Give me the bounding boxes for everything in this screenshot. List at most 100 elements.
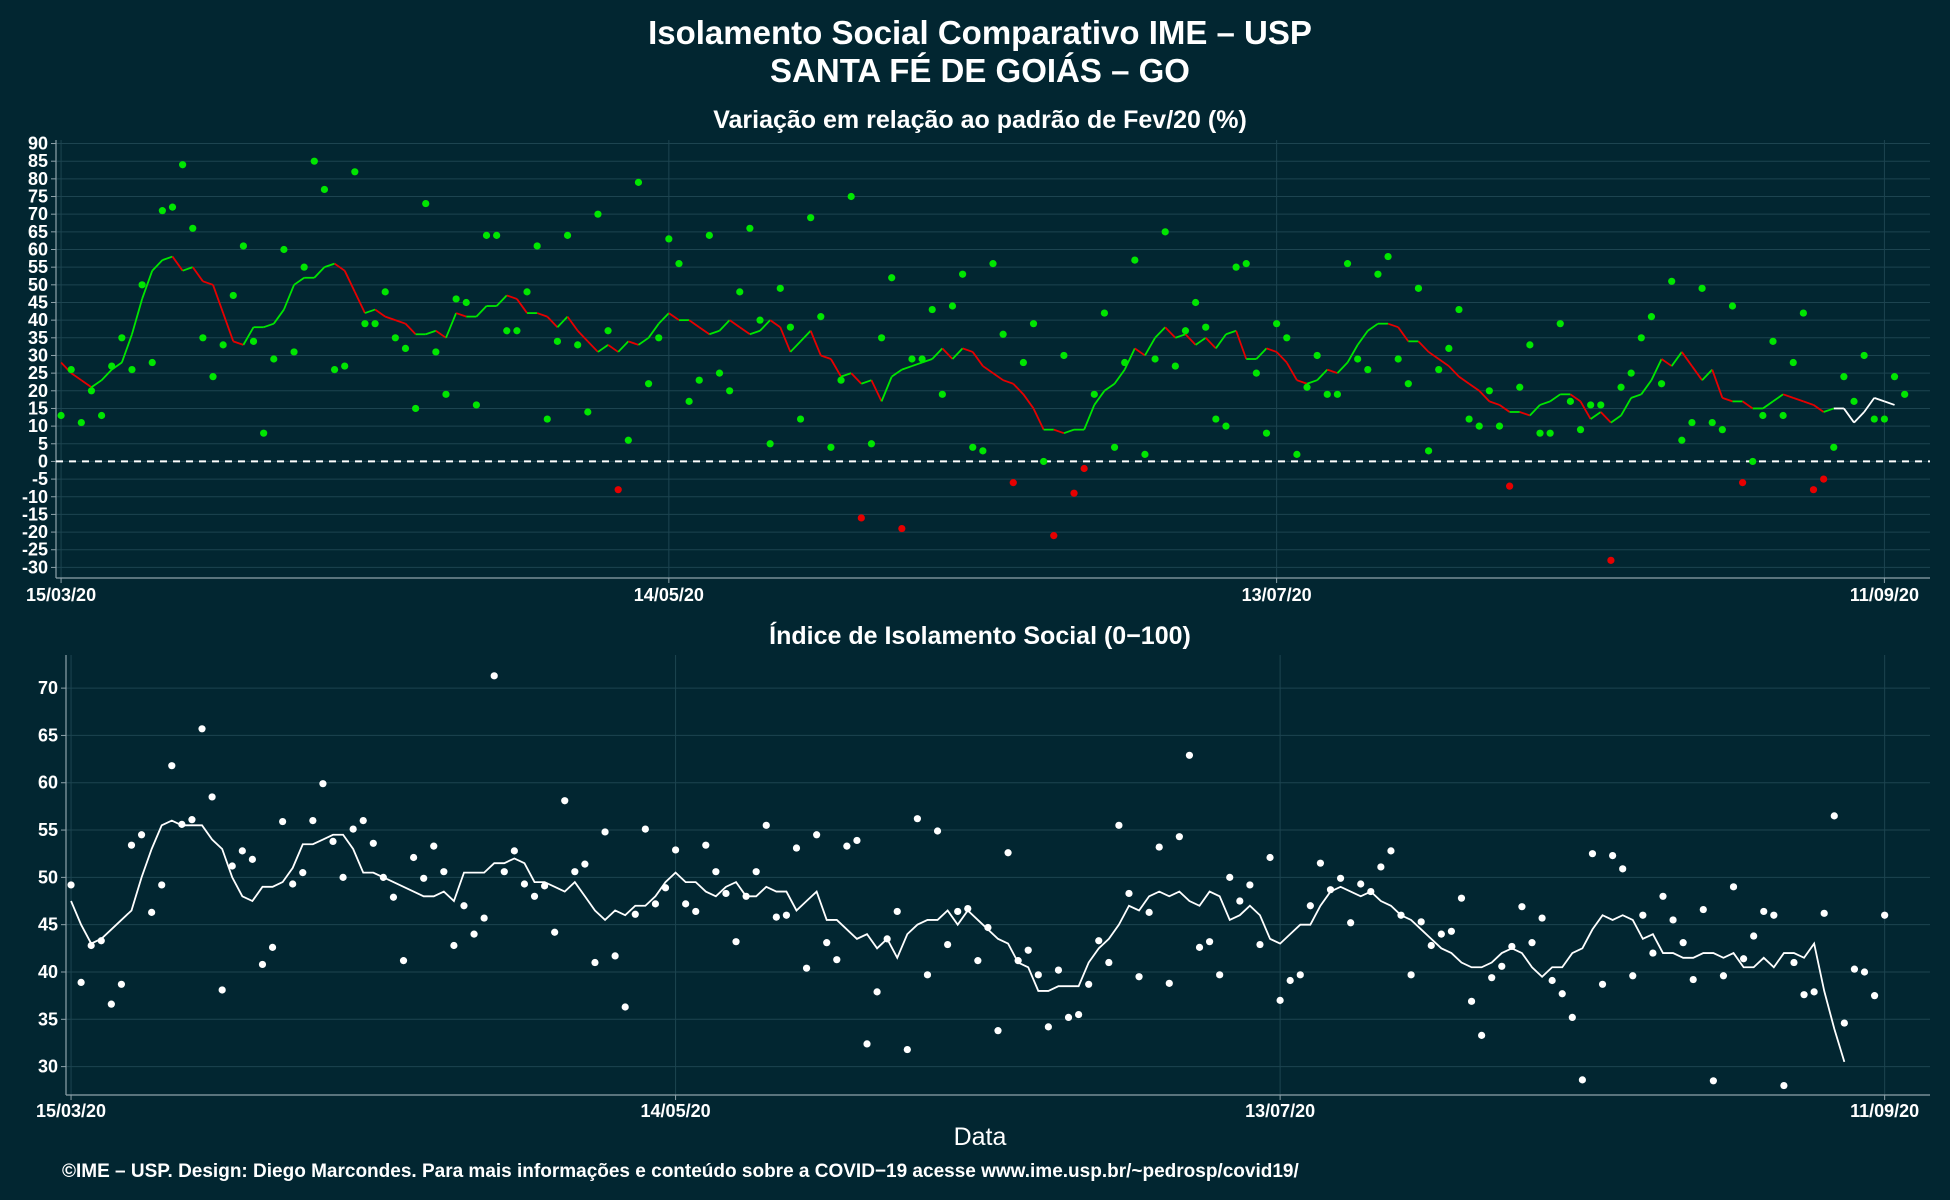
data-point <box>329 837 337 846</box>
moving-average-segment <box>1428 351 1440 360</box>
y-tick-label: -5 <box>32 469 48 489</box>
y-tick-label: 15 <box>28 398 48 418</box>
data-point <box>913 815 921 823</box>
moving-average-segment <box>1853 411 1865 424</box>
data-point <box>1131 256 1139 264</box>
moving-average-segment <box>1762 400 1774 410</box>
data-point <box>883 935 891 943</box>
moving-average-segment <box>222 312 235 342</box>
moving-average-segment <box>1711 369 1724 399</box>
data-point <box>563 231 572 239</box>
data-point <box>270 355 278 363</box>
moving-average-segment <box>870 379 883 402</box>
data-point <box>168 203 177 211</box>
data-point <box>1465 415 1473 423</box>
moving-average-segment <box>1701 368 1713 381</box>
data-point <box>1566 397 1574 405</box>
y-tick-label: -20 <box>22 522 48 542</box>
data-point <box>1306 902 1314 910</box>
y-tick-label: 85 <box>28 151 48 171</box>
moving-average-segment <box>698 326 710 336</box>
data-point <box>1044 1023 1052 1031</box>
data-point <box>1075 1010 1083 1019</box>
moving-average-segment <box>384 315 396 321</box>
moving-average-segment <box>941 347 954 360</box>
moving-average-segment <box>1195 337 1207 346</box>
moving-average-segment <box>1346 344 1359 363</box>
data-point <box>381 288 389 296</box>
data-point <box>813 831 821 839</box>
moving-average-segment <box>1803 400 1814 406</box>
moving-average-segment <box>972 351 984 367</box>
data-point <box>530 892 539 900</box>
panel1-title: Variação em relação ao padrão de Fev/20 … <box>713 106 1247 134</box>
data-point <box>1558 990 1566 998</box>
moving-average-segment <box>324 262 335 269</box>
moving-average-segment <box>1843 407 1855 424</box>
moving-average-segment <box>1579 400 1592 420</box>
data-point <box>148 358 156 367</box>
moving-average-segment <box>90 379 103 388</box>
moving-average-segment <box>354 291 366 314</box>
moving-average-segment <box>1529 404 1541 417</box>
data-point <box>1100 309 1109 317</box>
data-point <box>857 514 865 522</box>
moving-average-segment <box>566 316 579 332</box>
data-point <box>97 937 105 945</box>
moving-average-segment <box>1397 326 1410 342</box>
data-point <box>320 185 329 194</box>
data-point <box>1121 358 1129 367</box>
y-tick-label: 40 <box>28 310 48 330</box>
data-point <box>351 168 359 176</box>
data-point <box>974 957 982 965</box>
moving-average-segment <box>80 379 92 388</box>
data-point <box>1739 479 1747 487</box>
data-point <box>480 914 488 922</box>
moving-average-segment <box>1083 404 1096 430</box>
moving-average-segment <box>242 326 255 346</box>
data-point <box>1070 489 1078 497</box>
data-point <box>1657 380 1666 388</box>
moving-average-segment <box>162 255 173 261</box>
data-point <box>1286 976 1294 985</box>
data-point <box>574 341 582 349</box>
data-point <box>1095 937 1103 945</box>
data-point <box>462 298 470 307</box>
data-point <box>1789 358 1797 367</box>
data-point <box>888 274 896 282</box>
y-tick-label: 90 <box>28 134 48 154</box>
data-point <box>807 214 815 222</box>
panel-variation-chart: -30-25-20-15-10-505101520253035404550556… <box>22 134 1930 605</box>
data-point <box>1145 908 1153 916</box>
moving-average-segment <box>202 280 214 286</box>
data-point <box>248 855 256 863</box>
data-point <box>1447 927 1456 935</box>
moving-average-segment <box>1498 404 1511 413</box>
data-point <box>1609 852 1617 860</box>
data-point <box>969 443 977 451</box>
moving-average-segment <box>516 298 528 314</box>
data-point <box>258 960 267 969</box>
data-point <box>553 337 562 345</box>
data-point <box>440 868 448 876</box>
data-point <box>766 440 774 448</box>
data-point <box>644 380 653 388</box>
data-point <box>671 846 680 854</box>
y-tick-label: 60 <box>38 773 58 793</box>
moving-average-segment <box>1285 362 1298 381</box>
data-point <box>1347 919 1355 927</box>
data-point <box>87 387 96 395</box>
data-point <box>1205 938 1214 946</box>
moving-average-segment <box>232 340 244 346</box>
data-point <box>877 334 886 342</box>
data-point <box>705 231 713 239</box>
moving-average-segment <box>1549 393 1561 403</box>
data-point <box>158 881 166 889</box>
data-point <box>260 429 268 437</box>
data-point <box>1273 320 1281 328</box>
data-point <box>179 161 187 169</box>
data-point <box>1659 892 1667 900</box>
data-point <box>1749 457 1757 466</box>
footer-caption: ©IME – USP. Design: Diego Marcondes. Par… <box>62 1161 1299 1182</box>
